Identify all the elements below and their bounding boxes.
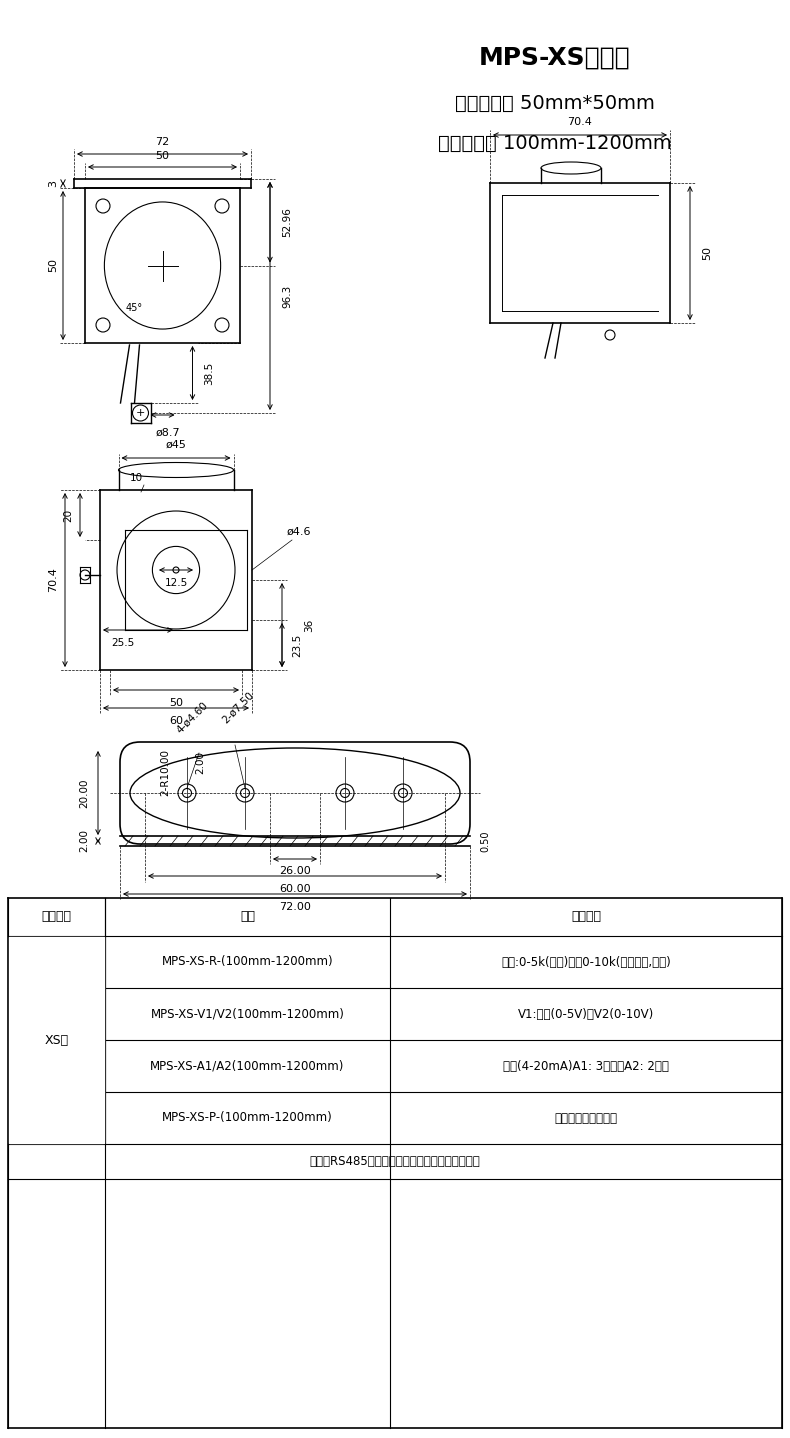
Text: 23.5: 23.5 [292,633,302,657]
Text: MPS-XS-R-(100mm-1200mm): MPS-XS-R-(100mm-1200mm) [162,955,333,969]
Text: 电阻:0-5k(默认)或者0-10k(精度高些,选配): 电阻:0-5k(默认)或者0-10k(精度高些,选配) [501,955,671,969]
Text: 36: 36 [304,618,314,631]
Text: 如需要RS485数字信号输出方式，可以另加变送器: 如需要RS485数字信号输出方式，可以另加变送器 [310,1155,480,1168]
Text: 常规编码器脉冲输出: 常规编码器脉冲输出 [555,1112,618,1125]
Text: 50: 50 [156,151,170,161]
Text: 12.5: 12.5 [164,578,188,588]
Text: 72.00: 72.00 [279,902,311,912]
Text: 0.50: 0.50 [480,830,490,851]
Text: MPS-XS-P-(100mm-1200mm): MPS-XS-P-(100mm-1200mm) [162,1112,333,1125]
Text: ø45: ø45 [166,440,186,450]
Text: 50: 50 [169,697,183,707]
Text: 26.00: 26.00 [279,866,311,876]
Text: 量程范围： 100mm-1200mm: 量程范围： 100mm-1200mm [438,134,672,152]
Text: 50: 50 [702,246,712,260]
Text: 25.5: 25.5 [111,638,134,649]
Text: 70.4: 70.4 [48,568,58,592]
Text: 20: 20 [63,509,73,522]
Text: V1:电压(0-5V)或V2(0-10V): V1:电压(0-5V)或V2(0-10V) [518,1008,654,1021]
Text: 60.00: 60.00 [279,884,310,894]
Text: MPS-XS-V1/V2(100mm-1200mm): MPS-XS-V1/V2(100mm-1200mm) [151,1008,344,1021]
Text: XS型: XS型 [44,1034,69,1047]
Text: 20.00: 20.00 [79,778,89,808]
Text: 电流(4-20mA)A1: 3线制或A2: 2线制: 电流(4-20mA)A1: 3线制或A2: 2线制 [503,1060,669,1073]
Text: 70.4: 70.4 [567,116,592,127]
Text: 型号: 型号 [240,910,255,923]
Text: 2-R10.00: 2-R10.00 [160,749,170,797]
Text: 产品系列: 产品系列 [42,910,72,923]
Text: +: + [136,408,145,418]
Text: 4-ø4.60: 4-ø4.60 [175,700,210,736]
Text: 输出方式: 输出方式 [571,910,601,923]
Text: 2-ø7.50: 2-ø7.50 [220,690,255,726]
Text: MPS-XS拉绳尺: MPS-XS拉绳尺 [480,46,630,70]
Text: 38.5: 38.5 [205,361,215,384]
Text: 50: 50 [48,259,58,272]
Text: 2.00: 2.00 [195,752,205,775]
Text: 60: 60 [169,716,183,726]
Text: MPS-XS-A1/A2(100mm-1200mm): MPS-XS-A1/A2(100mm-1200mm) [150,1060,344,1073]
Text: 72: 72 [156,137,170,147]
Text: ø8.7: ø8.7 [155,429,180,439]
Text: 2.00: 2.00 [79,830,89,853]
Text: 主体尺寸： 50mm*50mm: 主体尺寸： 50mm*50mm [455,93,655,112]
Text: 10: 10 [130,473,142,483]
Text: ø4.6: ø4.6 [287,526,311,536]
Text: 96.3: 96.3 [282,285,292,308]
Text: 52.96: 52.96 [282,207,292,237]
Text: 3: 3 [48,180,58,187]
Text: 45°: 45° [126,303,143,313]
